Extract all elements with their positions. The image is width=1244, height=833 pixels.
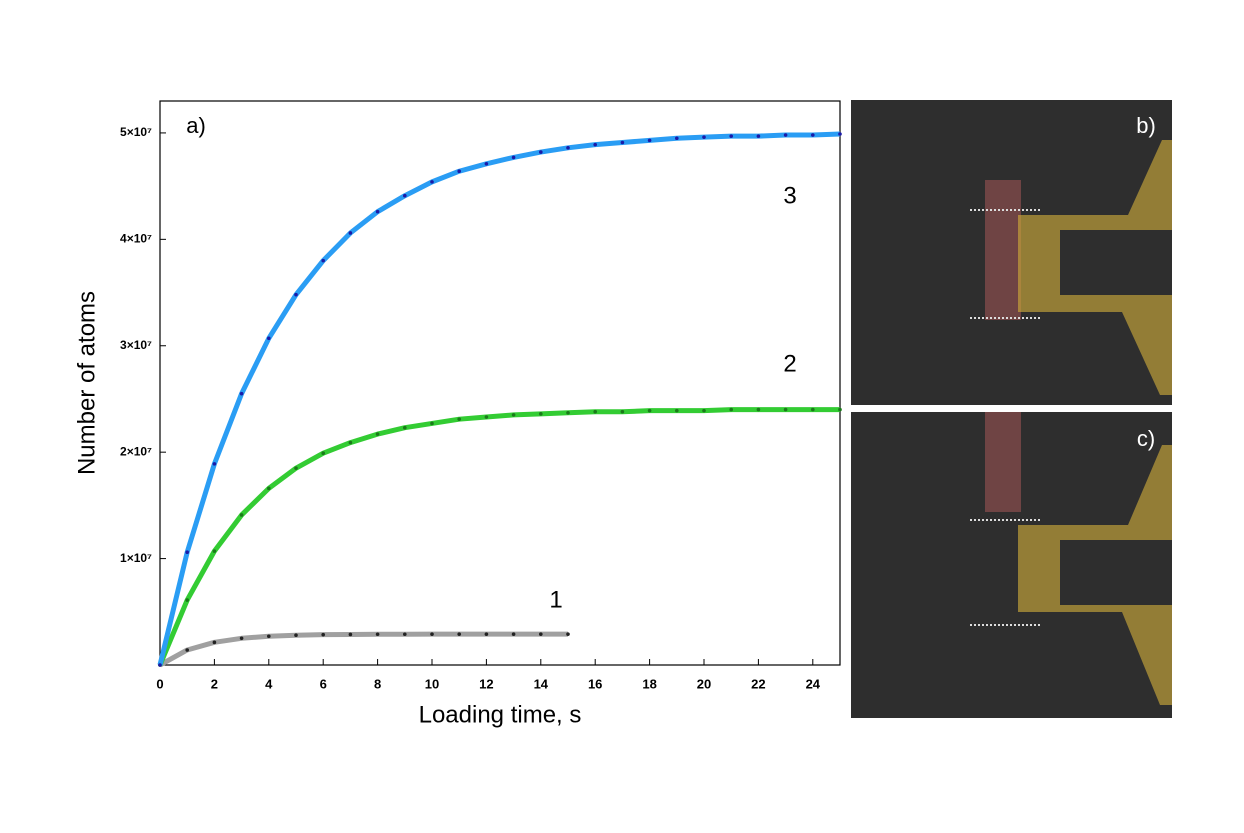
- data-point: [593, 409, 597, 414]
- x-tick-label: 18: [642, 676, 656, 691]
- data-point: [675, 136, 679, 141]
- data-point: [511, 413, 516, 417]
- data-point: [511, 155, 516, 160]
- data-point: [430, 632, 434, 636]
- data-point: [239, 513, 244, 517]
- fit-curve: [157, 407, 840, 666]
- data-point: [539, 412, 543, 416]
- data-point: [566, 146, 570, 150]
- data-point: [348, 632, 353, 637]
- data-point: [457, 417, 462, 421]
- data-point: [321, 632, 326, 637]
- data-point: [457, 169, 462, 174]
- curve-label: 3: [783, 182, 796, 209]
- y-axis-label: Number of atoms: [73, 291, 100, 475]
- data-point: [484, 161, 489, 166]
- data-point: [811, 407, 815, 412]
- x-tick-label: 4: [265, 676, 273, 691]
- x-tick-label: 16: [588, 676, 602, 691]
- panel-label: a): [186, 113, 206, 138]
- data-point: [185, 648, 189, 652]
- data-point: [294, 466, 298, 470]
- data-point: [702, 408, 706, 413]
- data-point: [647, 138, 652, 143]
- fit-curve: [158, 631, 568, 668]
- x-tick-label: 24: [806, 676, 821, 691]
- data-point: [185, 598, 189, 602]
- data-point: [430, 180, 434, 184]
- data-point: [212, 462, 217, 466]
- x-axis-label: Loading time, s: [419, 701, 582, 728]
- data-point: [375, 632, 380, 637]
- camera-image-c: [851, 412, 1172, 718]
- data-point: [811, 133, 815, 137]
- data-point: [566, 632, 570, 636]
- data-point: [729, 134, 733, 138]
- data-point: [783, 407, 788, 412]
- x-tick-label: 8: [374, 676, 381, 691]
- data-point: [729, 407, 733, 412]
- data-point: [348, 231, 353, 235]
- data-point: [756, 134, 761, 138]
- curve-label: 1: [549, 586, 562, 613]
- data-point: [647, 408, 652, 413]
- x-tick-label: 0: [156, 676, 163, 691]
- curve-label: 2: [783, 350, 796, 377]
- data-point: [675, 408, 679, 413]
- data-point: [702, 135, 706, 139]
- y-tick-label: 2×10⁷: [120, 444, 152, 458]
- data-point: [403, 632, 407, 637]
- data-point: [539, 150, 543, 154]
- x-tick-label: 2: [211, 676, 218, 691]
- data-point: [375, 209, 380, 214]
- data-point: [239, 391, 244, 396]
- data-point: [321, 258, 326, 263]
- y-tick-label: 1×10⁷: [120, 551, 152, 565]
- data-point: [294, 292, 298, 297]
- data-point: [620, 409, 625, 414]
- data-point: [212, 549, 217, 553]
- data-point: [403, 193, 407, 198]
- data-point: [185, 550, 189, 554]
- data-point: [838, 407, 842, 412]
- x-tick-label: 10: [425, 676, 439, 691]
- data-point: [593, 142, 597, 147]
- x-tick-label: 20: [697, 676, 711, 691]
- data-point: [375, 432, 380, 436]
- data-point: [158, 663, 162, 667]
- panel-label: b): [1136, 113, 1156, 138]
- data-point: [430, 421, 434, 426]
- y-tick-label: 4×10⁷: [120, 232, 152, 246]
- y-tick-label: 3×10⁷: [120, 338, 152, 352]
- data-point: [267, 486, 271, 491]
- data-point: [348, 440, 353, 445]
- data-point: [321, 451, 326, 456]
- x-tick-label: 6: [320, 676, 327, 691]
- camera-image-b: [851, 100, 1172, 405]
- data-point: [620, 140, 625, 145]
- data-point: [539, 632, 543, 636]
- x-tick-label: 22: [751, 676, 765, 691]
- data-point: [267, 634, 271, 639]
- data-point: [566, 410, 570, 415]
- data-point: [212, 640, 217, 645]
- x-tick-label: 12: [479, 676, 493, 691]
- plot-frame: [159, 100, 841, 666]
- fit-curve: [157, 131, 841, 666]
- data-point: [783, 133, 788, 137]
- data-point: [403, 425, 407, 430]
- x-tick-label: 14: [534, 676, 549, 691]
- panel-label: c): [1137, 426, 1155, 451]
- data-point: [484, 415, 489, 419]
- data-point: [756, 407, 761, 412]
- data-point: [484, 632, 489, 636]
- data-point: [457, 632, 462, 636]
- data-point: [511, 632, 516, 636]
- data-point: [294, 633, 298, 638]
- y-tick-label: 5×10⁷: [120, 125, 152, 139]
- data-point: [267, 336, 271, 341]
- data-point: [838, 132, 842, 136]
- data-point: [239, 636, 244, 641]
